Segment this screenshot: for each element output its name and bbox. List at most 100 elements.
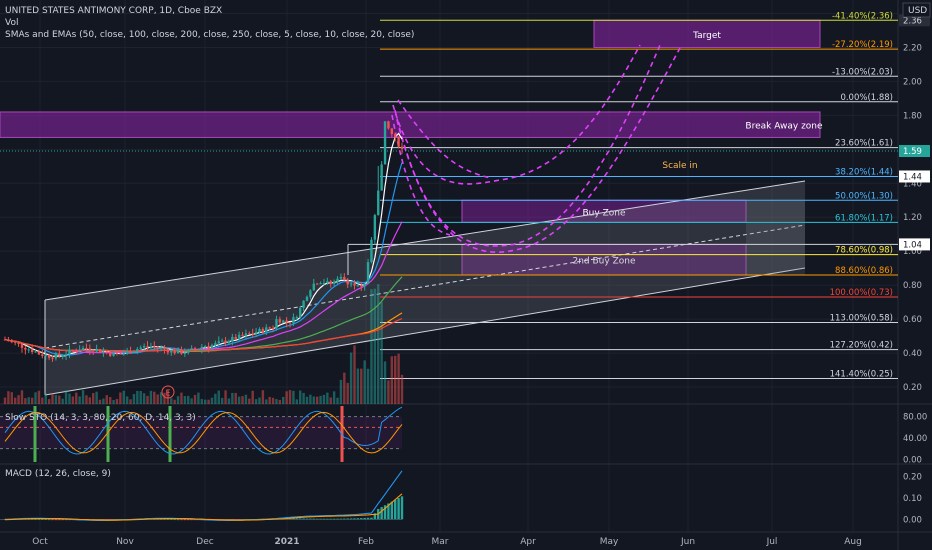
candle-body bbox=[224, 340, 227, 344]
macd-hist-bar bbox=[400, 496, 404, 520]
macd-hist-bar bbox=[360, 518, 363, 520]
time-tick: 2021 bbox=[274, 537, 299, 547]
candle-body bbox=[254, 332, 258, 334]
gray-box bbox=[746, 200, 805, 275]
price-tick: 2.20 bbox=[903, 43, 922, 53]
macd-hist-bar bbox=[190, 519, 193, 521]
candle-body bbox=[241, 334, 244, 336]
channel-lower bbox=[44, 267, 806, 396]
volume-bar bbox=[390, 356, 394, 404]
macd-hist-bar bbox=[332, 518, 336, 520]
candle-body bbox=[61, 355, 64, 357]
volume-bar bbox=[237, 396, 241, 404]
candle-body bbox=[261, 329, 265, 333]
volume-bar bbox=[105, 395, 108, 404]
ma-legend[interactable]: SMAs and EMAs (50, close, 100, close, 20… bbox=[5, 30, 414, 40]
macd-hist-bar bbox=[383, 505, 387, 520]
sto-legend[interactable]: Slow STO (14, 3, 3, 80, 20, 60, D, 14, 3… bbox=[5, 413, 196, 423]
macd-hist-bar bbox=[343, 518, 346, 520]
sto-signal-bar bbox=[33, 406, 37, 462]
candle-body bbox=[312, 283, 315, 291]
macd-tick: 0.00 bbox=[903, 515, 922, 525]
volume-bar bbox=[146, 395, 149, 404]
candle-body bbox=[98, 349, 102, 353]
symbol-title[interactable]: UNITED STATES ANTIMONY CORP, 1D, Cboe BZ… bbox=[5, 6, 222, 16]
candle-body bbox=[44, 354, 47, 356]
projection-arc bbox=[396, 47, 681, 253]
price-marker-bg bbox=[899, 170, 930, 183]
candle-body bbox=[315, 283, 319, 285]
volume-bar bbox=[207, 399, 210, 404]
candle-body bbox=[200, 346, 204, 349]
candle-body bbox=[180, 349, 183, 354]
macd-signal-line bbox=[4, 493, 403, 521]
volume-bar bbox=[288, 390, 292, 404]
macd-hist-bar bbox=[302, 518, 305, 520]
time-axis: Oct Nov Dec 2021 Feb Mar Apr May Jun Jul Aug bbox=[32, 537, 862, 547]
volume-bar bbox=[248, 398, 251, 404]
volume-bar bbox=[92, 393, 95, 404]
sto-k-line bbox=[4, 406, 403, 455]
candle-body bbox=[207, 346, 210, 349]
price-marker: 1.44 bbox=[903, 172, 922, 182]
sto-tick: 80.00 bbox=[903, 413, 927, 423]
volume-bar bbox=[268, 396, 271, 404]
volume-bar bbox=[343, 372, 346, 404]
currency-badge[interactable] bbox=[902, 2, 931, 18]
volume-bar bbox=[217, 390, 220, 404]
macd-pane bbox=[0, 470, 404, 521]
candle-body bbox=[20, 344, 24, 348]
fib-label: 61.80%(1.17) bbox=[835, 213, 893, 223]
volume-bar bbox=[112, 399, 115, 404]
macd-hist-bar bbox=[336, 518, 339, 520]
macd-tick: 0.20 bbox=[903, 473, 922, 483]
volume-bar bbox=[183, 396, 187, 404]
macd-hist-bar bbox=[380, 507, 383, 520]
volume-bar bbox=[315, 396, 319, 404]
volume-bar bbox=[98, 399, 102, 404]
candle-body bbox=[329, 281, 332, 284]
volume-bar bbox=[41, 397, 44, 404]
volume-bar bbox=[170, 398, 173, 404]
volume-legend[interactable]: Vol bbox=[5, 18, 18, 28]
volume-bar bbox=[102, 398, 105, 404]
volume-bar bbox=[78, 396, 81, 404]
volume-bar bbox=[363, 360, 366, 404]
time-tick: Nov bbox=[116, 537, 134, 547]
volume-bar bbox=[295, 399, 299, 404]
volume-bar bbox=[156, 394, 159, 404]
candle-body bbox=[363, 283, 366, 287]
volume-bar bbox=[397, 353, 400, 404]
fibonacci-levels: -41.40%(2.36) -27.20%(2.19) -13.00%(2.03) 0… bbox=[0, 11, 898, 380]
macd-hist-bar bbox=[315, 518, 319, 520]
candle-body bbox=[251, 333, 254, 335]
volume-bar bbox=[394, 355, 397, 404]
price-marker-bg bbox=[899, 145, 930, 158]
macd-hist-bar bbox=[326, 518, 329, 520]
candle-body bbox=[3, 339, 7, 341]
candle-body bbox=[268, 327, 271, 329]
macd-hist-bar bbox=[299, 518, 302, 520]
macd-legend[interactable]: MACD (12, 26, close, 9) bbox=[5, 469, 111, 479]
candle-body bbox=[292, 317, 295, 324]
candle-body bbox=[95, 349, 98, 352]
macd-hist-bar bbox=[51, 519, 54, 521]
sto-band bbox=[0, 416, 402, 449]
candle-body bbox=[183, 352, 187, 354]
volume-bar bbox=[142, 393, 146, 404]
macd-hist-bar bbox=[295, 518, 299, 520]
volume-bar bbox=[377, 284, 380, 404]
volume-bar bbox=[88, 397, 92, 404]
candle-body bbox=[153, 346, 156, 348]
volume-bar bbox=[312, 396, 315, 404]
volume-bar bbox=[224, 390, 227, 404]
candle-body bbox=[71, 349, 75, 351]
macd-hist-bar bbox=[44, 519, 47, 521]
candle-body bbox=[105, 351, 108, 353]
volume-bar bbox=[319, 395, 322, 404]
volume-bar bbox=[265, 399, 268, 404]
volume-bar bbox=[176, 396, 180, 404]
volume-bars bbox=[3, 284, 404, 404]
candle-body bbox=[170, 350, 173, 353]
